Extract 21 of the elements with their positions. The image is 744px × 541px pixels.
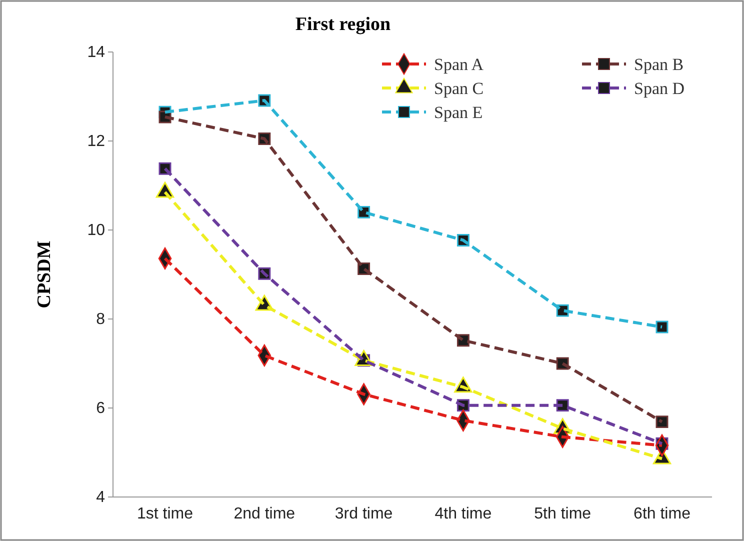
y-tick-label: 14 [87, 44, 106, 62]
y-tick-label: 12 [87, 133, 106, 150]
legend-label: Span D [634, 79, 685, 98]
legend-label: Span B [634, 55, 684, 74]
point [656, 320, 668, 334]
y-axis-title: CPSDM [34, 240, 55, 308]
point [656, 416, 668, 428]
legend-label: Span C [434, 79, 484, 98]
y-tick-label: 6 [96, 400, 106, 418]
x-tick-label: 5th time [534, 505, 592, 522]
x-tick-label: 3rd time [334, 505, 393, 522]
x-tick-label: 2nd time [234, 505, 296, 522]
y-tick-label: 10 [87, 222, 106, 240]
legend-label: Span E [434, 103, 483, 122]
x-tick-label: 6th time [634, 505, 691, 522]
y-tick-label: 8 [96, 311, 106, 328]
x-tick-label: 4th time [434, 505, 492, 522]
chart-title: First region [295, 14, 392, 35]
x-tick-label: 1st time [136, 505, 194, 522]
legend-label: Span A [434, 55, 484, 74]
y-tick-label: 4 [96, 489, 106, 506]
